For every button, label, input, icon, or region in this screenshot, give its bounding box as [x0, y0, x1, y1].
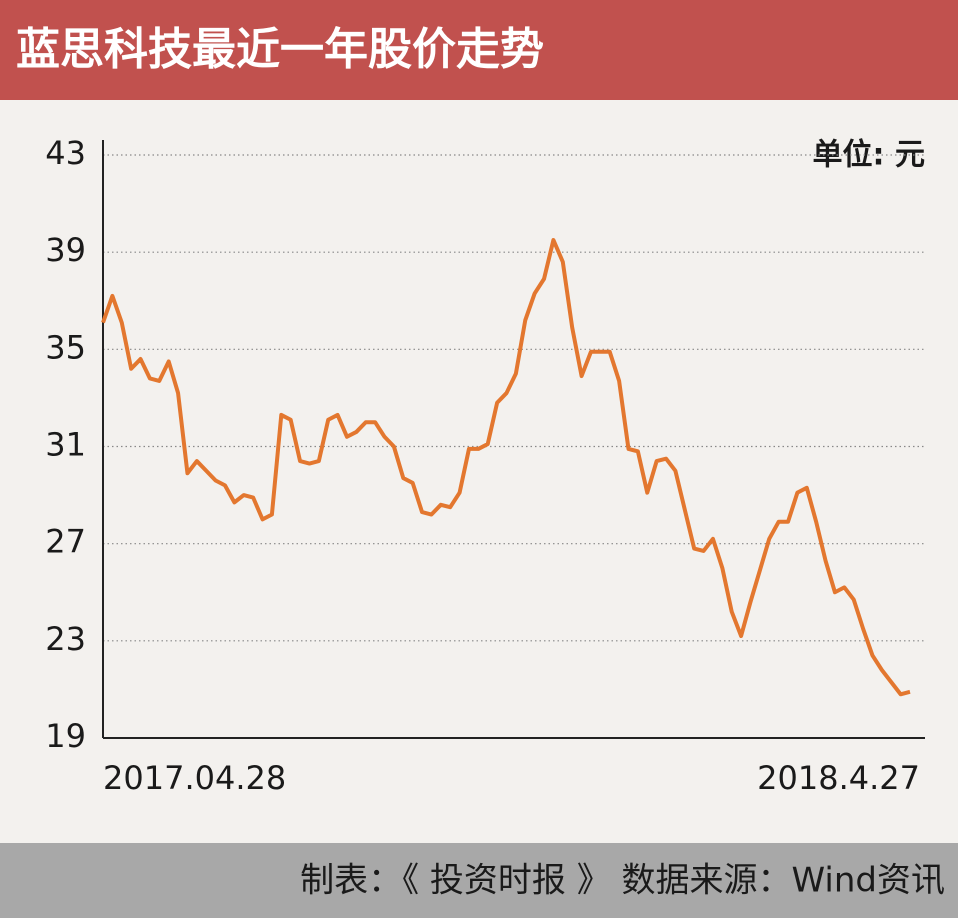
y-tick-label: 43: [45, 134, 86, 172]
price-line: [101, 238, 911, 697]
y-tick-label: 19: [45, 717, 86, 755]
chart-title: 蓝思科技最近一年股价走势: [16, 24, 544, 75]
y-tick-label: 39: [45, 231, 86, 269]
footer: 制表：《 投资时报 》 数据来源：Wind资讯: [300, 861, 945, 901]
y-tick-label: 31: [45, 426, 86, 464]
x-tick-label: 2017.04.28: [103, 759, 286, 797]
y-tick-label: 23: [45, 620, 86, 658]
y-tick-label: 27: [45, 523, 86, 561]
y-tick-label: 35: [45, 328, 86, 366]
title-band: [0, 0, 958, 100]
x-tick-label: 2018.4.27: [757, 759, 920, 797]
footer-band: [0, 843, 958, 918]
